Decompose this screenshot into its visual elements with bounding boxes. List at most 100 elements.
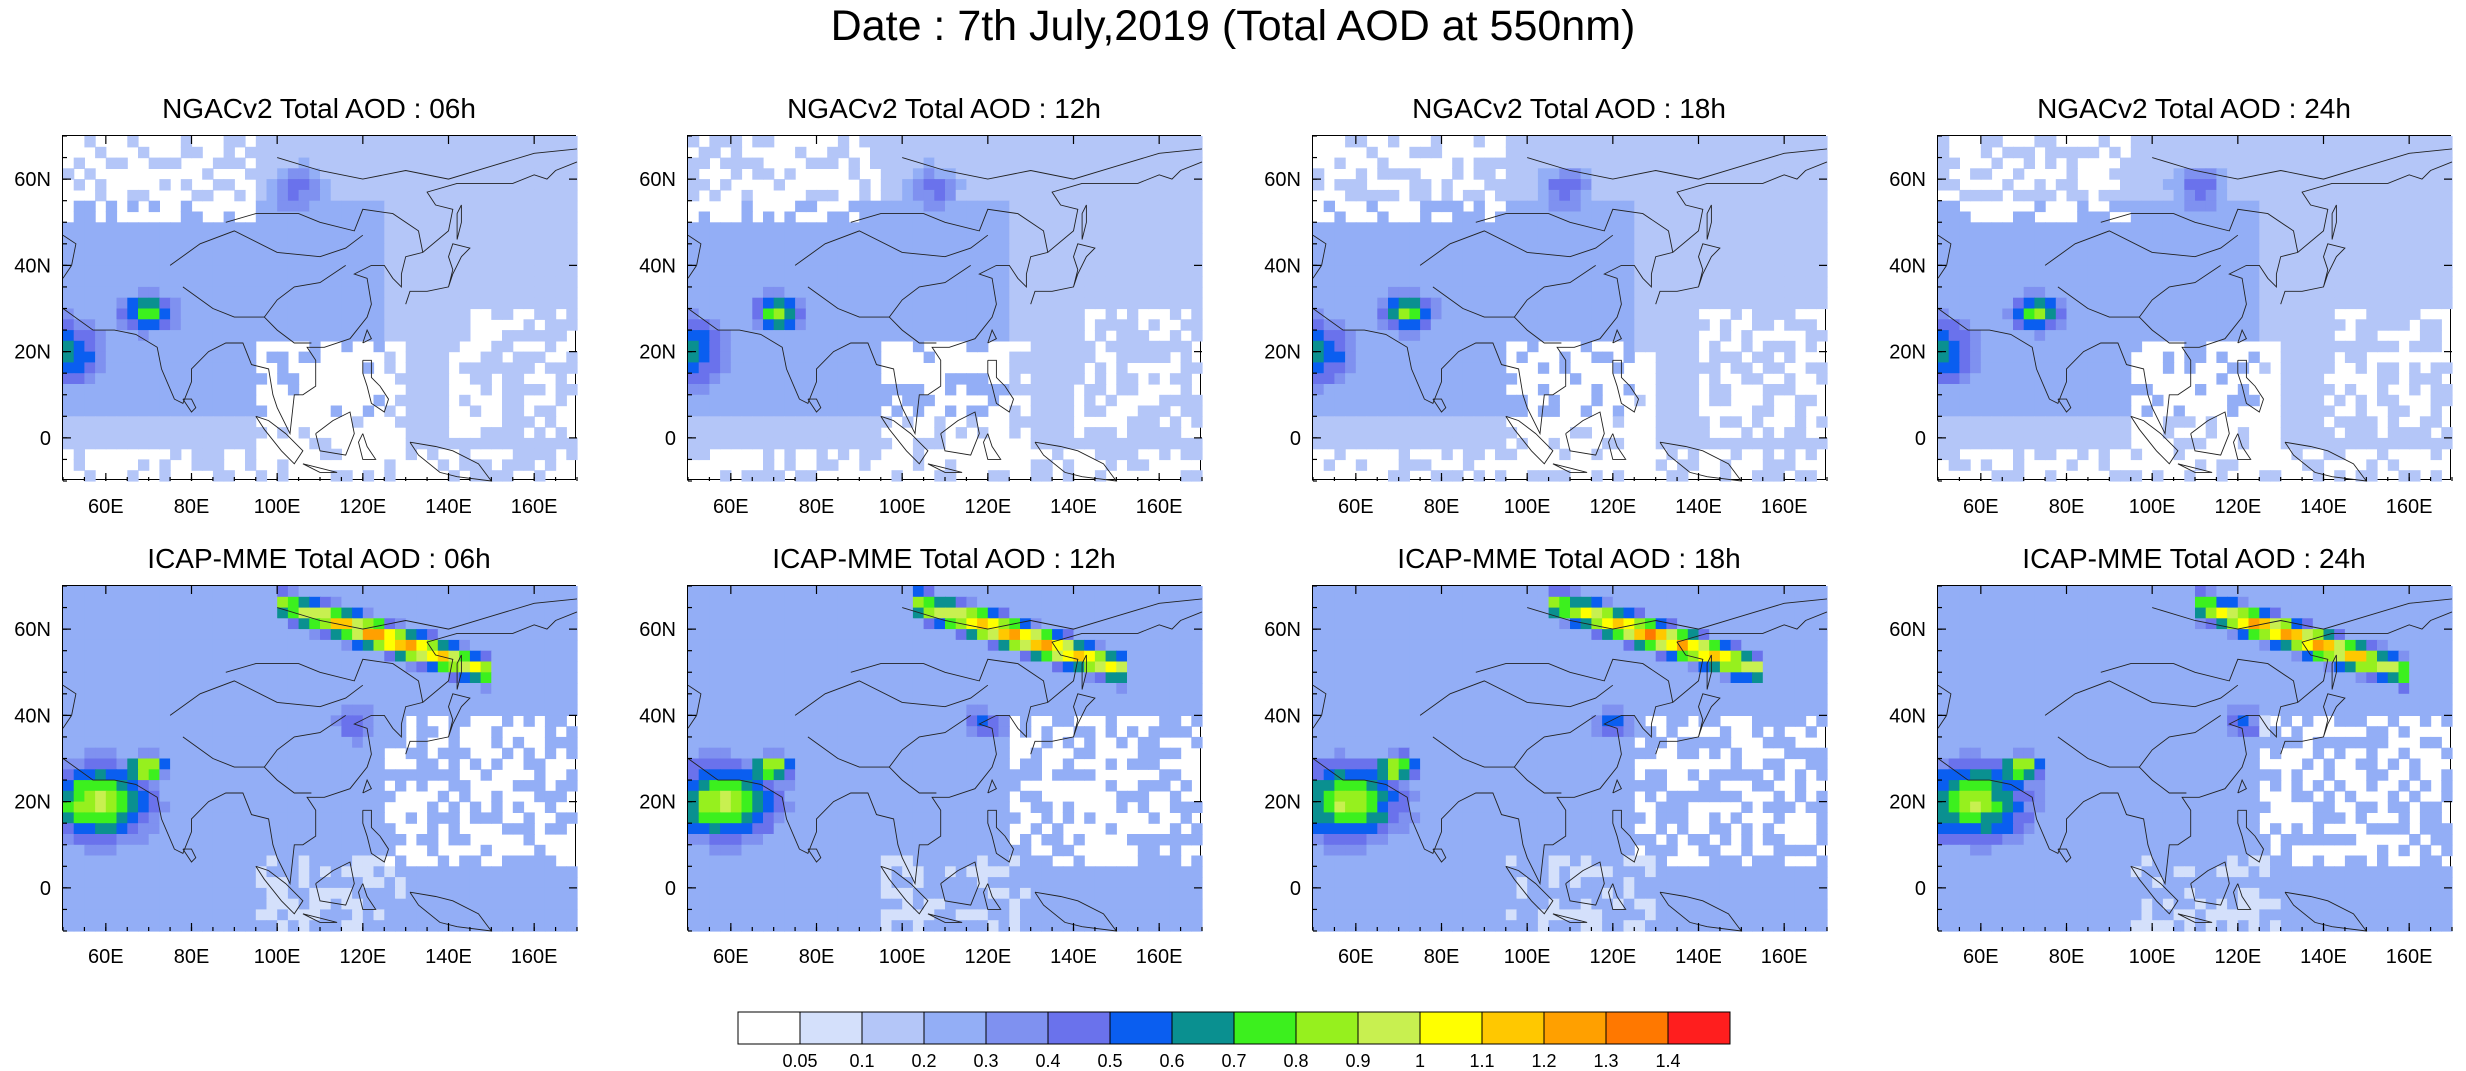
- aod-cell: [1377, 340, 1389, 353]
- aod-cell: [1452, 168, 1464, 180]
- aod-cell: [1623, 222, 1635, 234]
- aod-cell: [1452, 373, 1464, 385]
- aod-cell: [2098, 297, 2110, 310]
- aod-cell: [2087, 276, 2100, 288]
- aod-cell: [859, 405, 871, 417]
- aod-cell: [352, 286, 364, 299]
- aod-cell: [955, 243, 967, 256]
- aod-cell: [1127, 286, 1139, 299]
- aod-cell: [223, 394, 235, 407]
- aod-cell: [1334, 233, 1346, 245]
- aod-cell: [255, 168, 268, 180]
- aod-cell: [1398, 340, 1410, 353]
- aod-cell: [116, 319, 128, 331]
- aod-cell: [95, 308, 107, 320]
- aod-cell: [1009, 405, 1021, 417]
- aod-cell: [1773, 136, 1785, 148]
- aod-cell: [752, 351, 764, 363]
- aod-cell: [688, 437, 700, 450]
- aod-cell: [2377, 157, 2389, 169]
- aod-cell: [688, 351, 700, 363]
- aod-cell: [1516, 254, 1528, 266]
- aod-cell: [2344, 286, 2357, 299]
- aod-cell: [891, 189, 903, 202]
- aod-cell: [1505, 373, 1518, 385]
- aod-cell: [1687, 254, 1700, 266]
- aod-cell: [2323, 330, 2335, 342]
- aod-cell: [902, 222, 914, 234]
- aod-cell: [298, 136, 310, 148]
- aod-cell: [1752, 319, 1764, 331]
- aod-cell: [1516, 405, 1528, 417]
- aod-cell: [1180, 286, 1192, 299]
- aod-cell: [1191, 276, 1203, 288]
- aod-cell: [2430, 362, 2442, 374]
- aod-cell: [1052, 351, 1064, 363]
- aod-cell: [395, 330, 407, 342]
- aod-cell: [2034, 394, 2046, 407]
- aod-cell: [480, 157, 492, 169]
- aod-cell: [1677, 136, 1689, 148]
- panel-title: NGACv2 Total AOD : 12h: [787, 93, 1101, 124]
- aod-cell: [2098, 189, 2110, 202]
- aod-cell: [816, 319, 828, 331]
- aod-cell: [1430, 146, 1443, 159]
- aod-cell: [1938, 319, 1950, 331]
- aod-cell: [698, 146, 710, 159]
- aod-cell: [698, 157, 710, 169]
- aod-cell: [2430, 448, 2442, 461]
- coastline: [1527, 148, 1828, 180]
- aod-cell: [2344, 427, 2357, 439]
- aod-cell: [1094, 330, 1107, 342]
- aod-cell: [1388, 405, 1400, 417]
- aod-cell: [1052, 427, 1064, 439]
- aod-cell: [763, 319, 775, 331]
- aod-cell: [116, 222, 128, 234]
- aod-cell: [320, 437, 332, 450]
- aod-cell: [138, 297, 150, 310]
- aod-cell: [2312, 189, 2325, 202]
- aod-cell: [2291, 437, 2303, 450]
- aod-cell: [2259, 319, 2271, 331]
- aod-cell: [987, 189, 1000, 202]
- aod-cell: [555, 394, 567, 407]
- aod-cell: [384, 233, 396, 245]
- aod-cell: [384, 146, 396, 159]
- aod-cell: [2055, 286, 2068, 299]
- aod-cell: [1805, 297, 1817, 310]
- aod-cell: [105, 340, 118, 353]
- aod-cell: [720, 265, 732, 277]
- aod-cell: [1495, 427, 1507, 439]
- aod-cell: [2045, 394, 2057, 407]
- aod-cell: [1687, 265, 1700, 277]
- aod-cell: [1137, 146, 1150, 159]
- aod-cell: [1516, 222, 1528, 234]
- aod-cell: [1420, 405, 1432, 417]
- aod-cell: [2355, 351, 2367, 363]
- aod-cell: [870, 136, 882, 148]
- aod-cell: [469, 254, 482, 266]
- aod-cell: [2162, 222, 2175, 234]
- aod-cell: [1180, 448, 1192, 461]
- aod-cell: [1752, 297, 1764, 310]
- aod-cell: [1677, 276, 1689, 288]
- aod-cell: [2034, 200, 2046, 213]
- aod-cell: [1084, 394, 1096, 407]
- aod-cell: [1816, 157, 1828, 169]
- aod-cell: [795, 437, 807, 450]
- aod-cell: [1570, 157, 1582, 169]
- aod-cell: [1948, 351, 1960, 363]
- aod-cell: [362, 319, 375, 331]
- aod-cell: [1041, 297, 1053, 310]
- aod-cell: [255, 405, 268, 417]
- aod-cell: [448, 233, 460, 245]
- aod-cell: [341, 286, 353, 299]
- aod-cell: [955, 286, 967, 299]
- aod-cell: [1805, 265, 1817, 277]
- aod-cell: [1516, 157, 1528, 169]
- aod-cell: [502, 265, 514, 277]
- aod-cell: [955, 222, 967, 234]
- aod-cell: [2355, 340, 2367, 353]
- aod-cell: [1009, 276, 1021, 288]
